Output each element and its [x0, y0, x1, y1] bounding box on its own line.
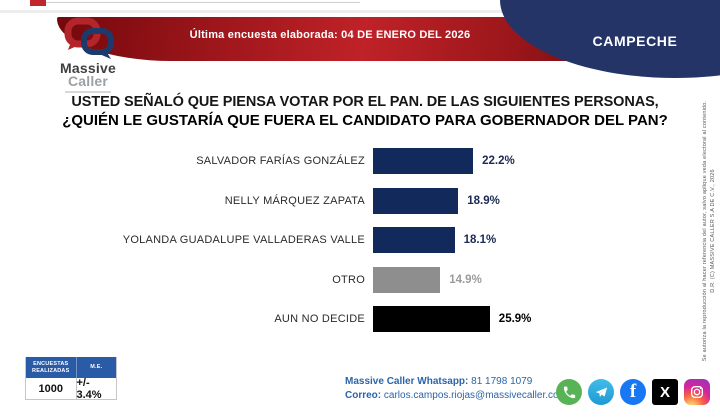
result-bar [373, 227, 455, 253]
disclaimer-usage-line: Se autoriza la reproducción al hacer ref… [702, 100, 708, 362]
top-hairline [46, 2, 360, 3]
candidate-label: YOLANDA GUADALUPE VALLADERAS VALLE [122, 234, 365, 246]
logo-text-massive: Massive [60, 60, 116, 76]
x-twitter-icon: X [652, 379, 678, 405]
result-bar [373, 266, 441, 293]
top-edge-artifact [30, 0, 46, 6]
candidate-label: AUN NO DECIDE [274, 313, 365, 325]
candidate-label: OTRO [332, 273, 365, 286]
stats-value-margin-error: +/- 3.4% [75, 377, 117, 401]
chart-row: SALVADOR FARÍAS GONZÁLEZ 22.2% [0, 148, 720, 174]
email-address: carlos.campos.riojas@massivecaller.com [383, 389, 567, 401]
facebook-icon: f [620, 379, 646, 405]
percentage-value: 14.9% [449, 273, 482, 286]
whatsapp-icon [556, 379, 582, 405]
social-icons: f X [556, 379, 710, 405]
disclaimer-rights-line: D.R. (C) MASSIVE CALLER S.A DE C.V., 202… [710, 169, 716, 293]
whatsapp-number: 81 1798 1079 [471, 376, 533, 387]
instagram-icon [684, 379, 710, 405]
survey-date-text: Última encuesta elaborada: 04 DE ENERO D… [189, 29, 471, 41]
percentage-value: 22.2% [482, 155, 515, 167]
sample-stats-table: ENCUESTAS REALIZADAS M.E. 1000 +/- 3.4% [25, 357, 117, 401]
result-bar [373, 187, 459, 214]
telegram-icon [588, 379, 614, 405]
email-contact-line: Correo: carlos.campos.riojas@massivecall… [345, 389, 567, 403]
percentage-value: 25.9% [498, 313, 532, 325]
contact-info: Massive Caller Whatsapp: 81 1798 1079 Co… [345, 375, 567, 402]
candidate-label: NELLY MÁRQUEZ ZAPATA [224, 194, 365, 207]
region-label: CAMPECHE [592, 33, 678, 49]
question-title-line2: ¿QUIÉN LE GUSTARÍA QUE FUERA EL CANDIDAT… [62, 112, 668, 129]
stats-value-sample-size: 1000 [38, 382, 63, 395]
logo-text-caller: Caller [67, 73, 109, 89]
candidate-label: SALVADOR FARÍAS GONZÁLEZ [196, 155, 365, 167]
speech-bubbles-icon [64, 17, 114, 59]
chart-row: YOLANDA GUADALUPE VALLADERAS VALLE 18.1% [0, 227, 720, 253]
copyright-disclaimer: Se autoriza la reproducción al hacer ref… [701, 81, 719, 381]
stats-header-encuestas: ENCUESTAS REALIZADAS [32, 360, 70, 374]
logo-tagline [65, 91, 111, 93]
whatsapp-contact-line: Massive Caller Whatsapp: 81 1798 1079 [345, 375, 567, 389]
stats-header-me: M.E. [75, 357, 117, 378]
massive-caller-logo: Massive Caller [38, 16, 138, 93]
question-title-line1: USTED SEÑALÓ QUE PIENSA VOTAR POR EL PAN… [71, 94, 659, 110]
chart-row: OTRO 14.9% [0, 266, 720, 293]
result-bar [373, 148, 474, 174]
stats-table-header: ENCUESTAS REALIZADAS M.E. [26, 357, 116, 378]
email-label: Correo: [345, 389, 382, 401]
result-bar [373, 306, 490, 332]
percentage-value: 18.9% [467, 194, 500, 207]
percentage-value: 18.1% [463, 234, 497, 246]
chart-row: AUN NO DECIDE 25.9% [0, 306, 720, 332]
chart-row: NELLY MÁRQUEZ ZAPATA 18.9% [0, 187, 720, 214]
header-divider [0, 10, 720, 13]
stats-table-values: 1000 +/- 3.4% [26, 377, 117, 401]
whatsapp-label: Massive Caller Whatsapp: [345, 376, 469, 387]
